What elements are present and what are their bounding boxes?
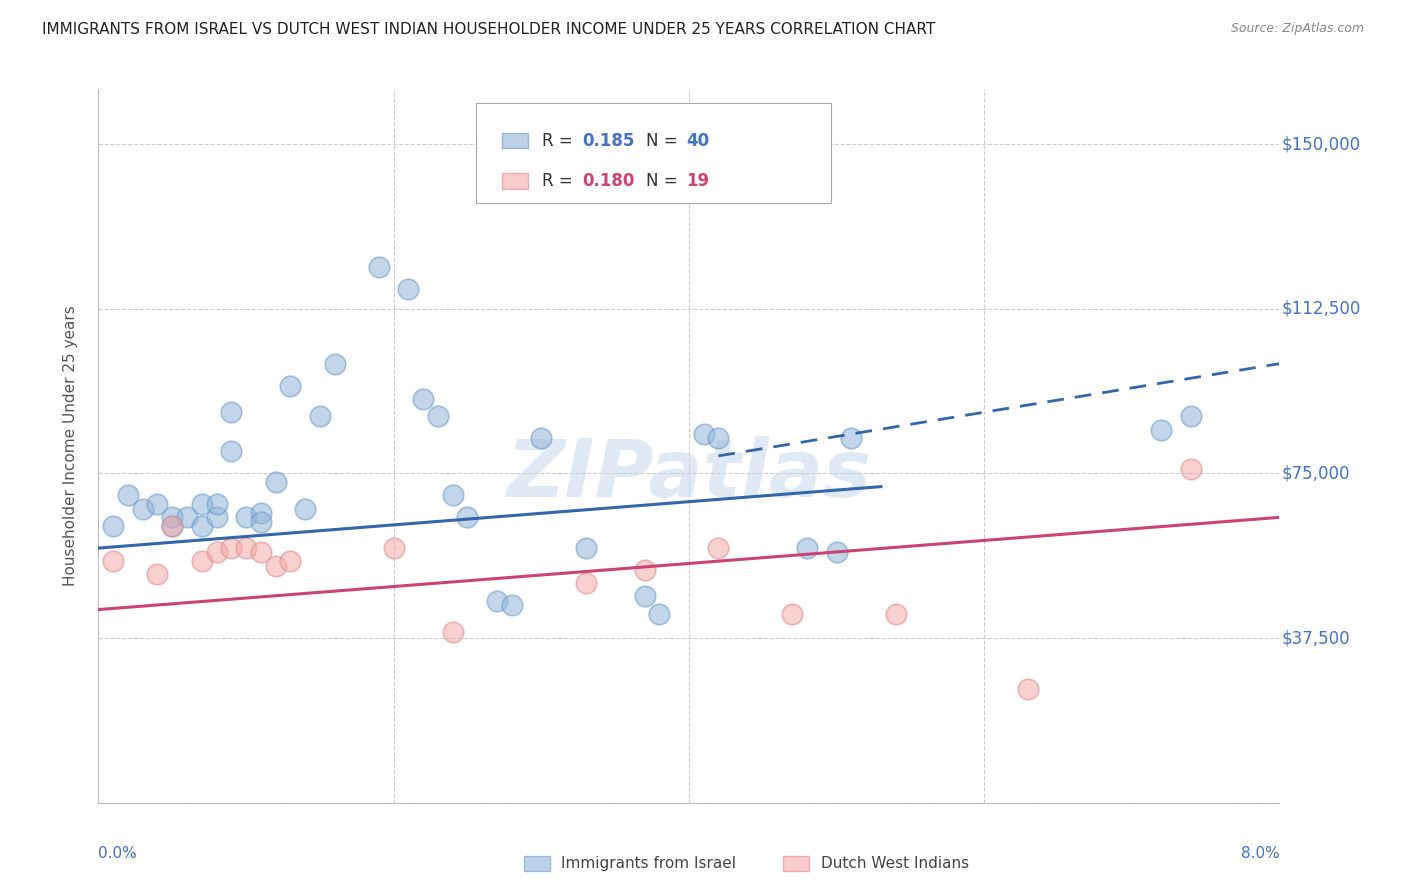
Point (146, 497, 169, 511)
Point (264, 558, 287, 573)
Point (367, 260, 389, 274)
Point (396, 282, 419, 296)
Text: 8.0%: 8.0% (1240, 846, 1279, 861)
Point (884, 607, 907, 621)
Point (412, 392, 434, 406)
Point (235, 541, 257, 555)
Text: 0.185: 0.185 (582, 132, 636, 150)
Point (782, 607, 804, 621)
Text: $112,500: $112,500 (1282, 300, 1361, 318)
Text: $75,000: $75,000 (1282, 465, 1350, 483)
Point (456, 510, 478, 524)
FancyBboxPatch shape (502, 133, 529, 148)
Point (205, 497, 228, 511)
Point (162, 510, 183, 524)
Point (219, 444, 242, 458)
FancyBboxPatch shape (523, 855, 550, 871)
Point (441, 624, 464, 639)
Point (485, 594, 508, 608)
Text: 0.0%: 0.0% (98, 846, 138, 861)
Point (693, 426, 716, 441)
Point (574, 541, 596, 555)
Point (1017, 681, 1039, 696)
Text: IMMIGRANTS FROM ISRAEL VS DUTCH WEST INDIAN HOUSEHOLDER INCOME UNDER 25 YEARS CO: IMMIGRANTS FROM ISRAEL VS DUTCH WEST IND… (42, 22, 935, 37)
Point (117, 488, 139, 502)
FancyBboxPatch shape (477, 103, 831, 203)
Point (250, 506, 273, 520)
Point (796, 541, 818, 555)
Point (205, 545, 228, 559)
Point (264, 475, 287, 490)
Point (1150, 423, 1173, 437)
FancyBboxPatch shape (502, 173, 529, 189)
Point (176, 510, 198, 524)
Point (103, 554, 124, 568)
Text: Immigrants from Israel: Immigrants from Israel (561, 856, 737, 871)
Point (250, 515, 273, 529)
Text: ZIPatlas: ZIPatlas (506, 435, 872, 514)
Text: 0.180: 0.180 (582, 172, 636, 190)
Point (501, 598, 523, 612)
Point (648, 607, 671, 621)
Point (219, 541, 242, 555)
Point (839, 431, 862, 445)
Text: R =: R = (543, 172, 578, 190)
Point (308, 409, 332, 424)
Point (191, 519, 214, 533)
Point (707, 541, 730, 555)
Point (219, 405, 242, 419)
Text: N =: N = (647, 172, 683, 190)
Point (294, 501, 316, 516)
Point (162, 519, 183, 533)
Point (146, 567, 169, 582)
Point (633, 563, 655, 577)
Point (530, 431, 553, 445)
Point (574, 576, 596, 591)
Point (323, 357, 346, 371)
Text: Dutch West Indians: Dutch West Indians (821, 856, 969, 871)
Point (132, 501, 155, 516)
Text: R =: R = (543, 132, 578, 150)
Point (825, 545, 848, 559)
Text: $37,500: $37,500 (1282, 629, 1350, 647)
Point (235, 510, 257, 524)
Point (278, 554, 301, 568)
Y-axis label: Householder Income Under 25 years: Householder Income Under 25 years (63, 306, 77, 586)
Point (205, 510, 228, 524)
Point (191, 497, 214, 511)
Point (1180, 462, 1202, 476)
Text: Source: ZipAtlas.com: Source: ZipAtlas.com (1230, 22, 1364, 36)
Point (1180, 409, 1202, 424)
Point (441, 488, 464, 502)
Point (103, 519, 124, 533)
Point (633, 590, 655, 604)
FancyBboxPatch shape (783, 855, 810, 871)
Point (278, 378, 301, 392)
Text: N =: N = (647, 132, 683, 150)
Text: 19: 19 (686, 172, 710, 190)
Text: 40: 40 (686, 132, 710, 150)
Point (162, 519, 183, 533)
Point (191, 554, 214, 568)
Point (707, 431, 730, 445)
Point (382, 541, 405, 555)
Text: $150,000: $150,000 (1282, 135, 1361, 153)
Point (426, 409, 449, 424)
Point (250, 545, 273, 559)
